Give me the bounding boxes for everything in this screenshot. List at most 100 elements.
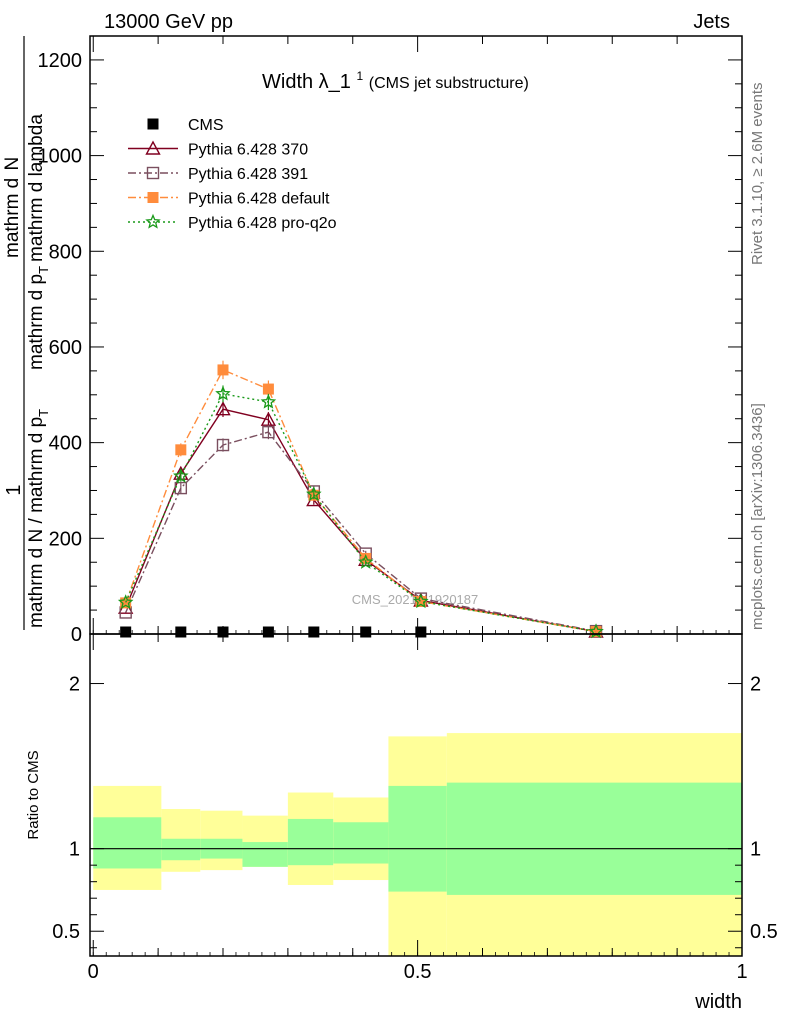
ratio-bands	[90, 733, 742, 956]
ylabel-numerator: 1	[3, 484, 25, 495]
ratio-inner-band	[287, 818, 334, 866]
ratio-xtick-label: 0	[88, 961, 99, 983]
data-point	[590, 626, 602, 638]
data-point	[413, 593, 429, 609]
data-point	[117, 594, 134, 610]
ratio-plot-frame	[89, 633, 743, 957]
xlabel: width	[694, 991, 742, 1013]
legend-entry: Pythia 6.428 370	[128, 140, 308, 159]
legend-entry: Pythia 6.428 default	[128, 191, 330, 208]
legend-label: Pythia 6.428 default	[188, 191, 330, 208]
plot-title-sup: 1	[357, 69, 364, 83]
ylabel-right-sub: T	[36, 266, 51, 274]
legend-label: CMS	[188, 117, 224, 134]
legend-entry: CMS	[147, 117, 224, 134]
ratio-inner-band	[388, 785, 447, 892]
legend-marker	[146, 166, 160, 180]
main-ytick-label: 200	[49, 528, 82, 550]
ylabel-denominator: mathrm d N / mathrm d pT	[26, 409, 51, 628]
ratio-inner-band	[333, 822, 389, 864]
ylabel-right-3: mathrm d p	[26, 274, 47, 370]
ylabel-right-num: mathrm d N	[2, 157, 23, 258]
data-point	[360, 626, 372, 638]
ratio-ytick-label: 2	[69, 674, 80, 696]
main-ytick-label: 600	[49, 337, 82, 359]
plot-subtitle: (CMS jet substructure)	[369, 75, 529, 92]
data-point	[215, 385, 231, 401]
data-point	[120, 626, 132, 638]
data-point	[175, 444, 187, 456]
main-ytick-labels: 0 200 400 600 800 1000 1200	[38, 50, 83, 646]
legend-marker	[147, 192, 159, 203]
legend-marker	[145, 213, 161, 229]
data-point	[120, 597, 132, 609]
ylabel-right-1: mathrm d	[2, 178, 23, 258]
series-layer	[117, 360, 604, 639]
data-point	[262, 383, 274, 395]
ratio-ytick-label-right: 2	[750, 674, 761, 696]
legend-label: Pythia 6.428 pro-q2o	[188, 215, 337, 232]
ratio-inner-band	[93, 817, 162, 869]
data-point	[174, 481, 188, 495]
ratio-inner-band	[242, 842, 288, 867]
ylabel-right-4: mathrm d lambda	[26, 114, 47, 262]
ratio-xtick-label: 0.5	[404, 961, 432, 983]
legend-marker	[145, 140, 161, 155]
data-point	[173, 467, 189, 483]
plot-title-main: Width λ_1	[262, 71, 351, 93]
legend-entry: Pythia 6.428 pro-q2o	[128, 213, 337, 232]
main-ylabel: 1 mathrm d N / mathrm d pT mathrm d N ma…	[2, 36, 51, 630]
series-line	[125, 431, 597, 632]
mcplots-label: mcplots.cern.ch [arXiv:1306.3436]	[749, 403, 766, 630]
data-point	[415, 595, 427, 607]
ratio-ytick-label: 0.5	[52, 921, 80, 943]
data-point	[217, 626, 229, 638]
data-point	[175, 626, 187, 638]
data-point	[306, 486, 322, 501]
data-point	[262, 626, 274, 638]
main-ytick-label: 400	[49, 433, 82, 455]
ylabel-right-den: mathrm d pTmathrm d lambda	[26, 114, 51, 370]
ratio-ylabel: Ratio to CMS	[25, 750, 42, 839]
main-ytick-label: 1000	[38, 146, 83, 168]
ratio-ytick-label: 1	[69, 839, 80, 861]
ylabel-right-2: N	[2, 157, 23, 171]
main-ytick-label: 1200	[38, 50, 83, 72]
rivet-label: Rivet 3.1.10, ≥ 2.6M events	[749, 83, 766, 266]
series-line	[125, 369, 597, 633]
ratio-ytick-labels: 0.5 0.5 1 1 2 2	[52, 674, 778, 944]
data-point	[415, 626, 427, 638]
ylabel-denominator-main: mathrm d N / mathrm d p	[26, 417, 47, 628]
data-point	[357, 554, 374, 569]
data-point	[216, 438, 230, 452]
series-line	[125, 408, 597, 633]
ratio-plot: 0.5 0.51 12 2 0 0.5 1 Ratio to CMS width	[25, 633, 778, 1013]
main-ytick-label: 0	[71, 624, 82, 646]
ratio-xtick-label: 1	[736, 961, 747, 983]
main-ytick-label: 800	[49, 241, 82, 263]
legend-label: Pythia 6.428 391	[188, 166, 308, 183]
ratio-ytick-label-right: 0.5	[750, 921, 778, 943]
process-label: Jets	[693, 11, 730, 33]
data-point	[360, 552, 372, 564]
data-point	[262, 425, 275, 439]
data-point	[260, 393, 277, 409]
ylabel-denominator-sub: T	[36, 409, 51, 417]
data-point	[215, 401, 231, 416]
legend-entry: Pythia 6.428 391	[128, 166, 308, 183]
ratio-xtick-labels: 0 0.5 1	[88, 961, 748, 983]
energy-label: 13000 GeV pp	[104, 11, 233, 33]
data-point	[308, 626, 320, 638]
legend-label: Pythia 6.428 370	[188, 142, 308, 159]
series-0	[120, 626, 427, 638]
ratio-ytick-label-right: 1	[750, 839, 761, 861]
ratio-inner-band	[161, 838, 201, 861]
legend-marker	[147, 118, 159, 130]
legend: CMS Pythia 6.428 370 Pythia 6.428 391 Pythi…	[128, 117, 337, 232]
data-point	[217, 364, 229, 376]
series-line	[125, 393, 597, 633]
plot-title: Width λ_1 1 (CMS jet substructure)	[262, 63, 529, 93]
ratio-inner-band	[446, 782, 742, 895]
